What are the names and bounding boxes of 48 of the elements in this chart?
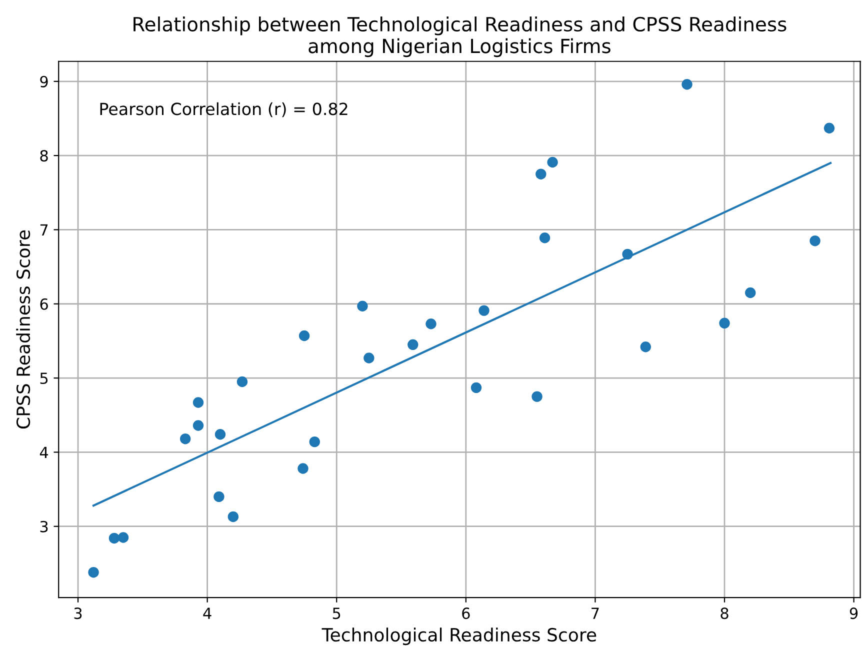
point — [539, 232, 550, 244]
y-tick-label: 9 — [40, 76, 48, 88]
x-tick-label: 3 — [74, 608, 82, 620]
x-tick-label: 4 — [203, 608, 212, 619]
point — [478, 305, 490, 316]
y-tick-label: 5 — [40, 372, 48, 384]
x-tick-label: 5 — [332, 608, 340, 620]
point — [298, 463, 308, 474]
point — [309, 436, 320, 448]
y-tick-label: 8 — [40, 150, 48, 162]
point — [470, 382, 482, 394]
point — [364, 352, 374, 364]
x-tick-label: 9 — [850, 608, 858, 620]
chart-title: Relationship between Technological Readiness and CPSS Readiness among Nigerian Logistics Firms — [134, 16, 786, 58]
point — [298, 330, 310, 342]
point — [180, 433, 191, 444]
point — [357, 300, 368, 312]
point — [532, 391, 542, 402]
point — [192, 420, 204, 431]
point — [810, 235, 820, 246]
point — [118, 532, 129, 543]
point — [192, 397, 204, 408]
y-tick-label: 6 — [40, 298, 48, 310]
point — [682, 79, 692, 90]
y-tick-label: 3 — [40, 520, 48, 532]
point — [88, 566, 99, 578]
annotation: Pearson Correlation (r) = 0.82 — [100, 102, 348, 118]
point — [547, 156, 558, 168]
point — [745, 287, 756, 298]
point — [228, 511, 239, 522]
point — [824, 122, 835, 134]
x-axis-title: Technological Readiness Score — [322, 628, 596, 646]
point — [622, 248, 633, 260]
x-tick-label: 6 — [462, 608, 470, 620]
y-axis-title: CPSS Readiness Score — [16, 230, 30, 429]
point — [236, 376, 248, 388]
point — [408, 339, 418, 350]
point — [536, 168, 546, 180]
x-tick-label: 8 — [720, 608, 728, 620]
point — [214, 491, 224, 502]
point — [719, 318, 730, 329]
point — [214, 429, 226, 440]
y-tick-label: 7 — [40, 224, 48, 236]
point — [426, 318, 436, 330]
y-tick-label: 4 — [40, 446, 48, 458]
x-tick-label: 7 — [592, 608, 599, 619]
point — [640, 342, 651, 352]
point — [108, 532, 120, 544]
